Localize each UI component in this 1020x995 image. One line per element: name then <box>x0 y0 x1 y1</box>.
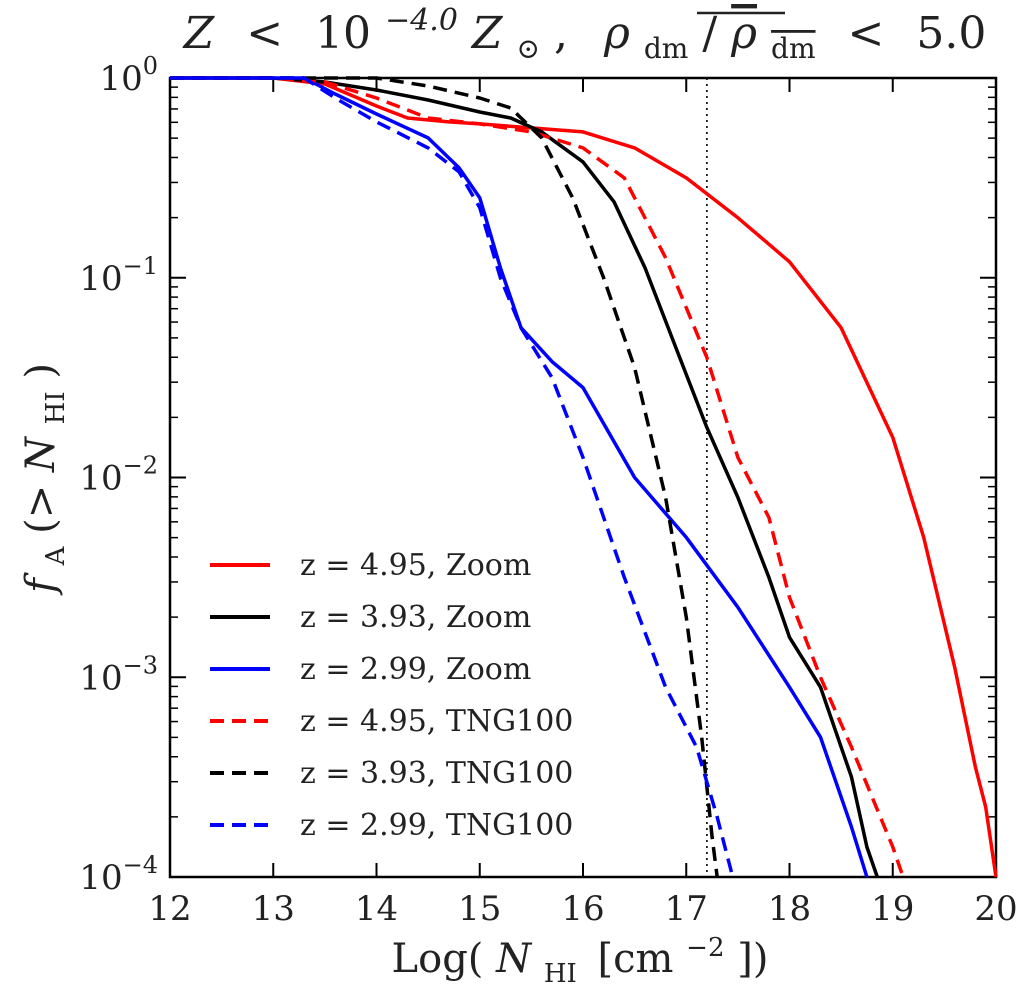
legend-label-5: z = 3.93, TNG100 <box>300 756 573 791</box>
title-dm-bar: dm <box>771 32 815 65</box>
series-lines <box>170 76 998 878</box>
ylabel-close: ) <box>18 363 64 379</box>
axis-tick-labels: 12 13 14 15 16 17 18 19 20 100 10−1 10−2 10−3 10−4 <box>79 52 1017 929</box>
ylabel-f: f <box>18 572 64 596</box>
x-tick-label-19: 19 <box>871 889 914 929</box>
legend-label-2: z = 3.93, Zoom <box>300 600 531 635</box>
y-tick-label: 10−3 <box>79 651 158 698</box>
x-tick-label-12: 12 <box>148 889 191 929</box>
xlabel-n: N <box>495 936 533 982</box>
xlabel-prefix: Log( <box>392 936 484 982</box>
title-value: 5.0 <box>916 8 986 59</box>
title-z: Z <box>470 8 504 59</box>
y-tick-label: 100 <box>99 52 158 99</box>
title-sun: ⊙ <box>517 32 540 65</box>
title-dm: dm <box>644 32 688 65</box>
x-tick-label-16: 16 <box>561 889 604 929</box>
title-slash: / <box>702 8 717 59</box>
chart-title: Z < 10 −4.0 Z ⊙ , ρ dm / ρ dm < 5.0 <box>182 0 987 69</box>
title-base: 10 <box>315 8 371 59</box>
legend-label-3: z = 2.99, Zoom <box>300 652 531 687</box>
plot-frame <box>168 76 998 879</box>
y-tick-label: 10−1 <box>79 252 158 299</box>
y-axis-label: f A (> N HI ) <box>18 363 74 596</box>
series-line-4 <box>170 76 905 878</box>
x-tick-label-18: 18 <box>768 889 811 929</box>
title-rho: ρ <box>603 8 630 59</box>
title-lt: < <box>246 8 283 59</box>
xlabel-suffix: ]) <box>737 936 768 982</box>
xlabel-exp: −2 <box>686 933 724 963</box>
x-tick-label-17: 17 <box>665 889 708 929</box>
legend-label-1: z = 4.95, Zoom <box>300 548 531 583</box>
series-line-5 <box>170 76 719 878</box>
axis-ticks <box>169 77 997 878</box>
title-lhs-var: Z <box>182 8 216 59</box>
title-lt2: < <box>848 8 885 59</box>
x-tick-label-20: 20 <box>974 889 1017 929</box>
series-line-6 <box>170 76 735 878</box>
title-exponent: −4.0 <box>385 3 458 38</box>
ylabel-gt: (> <box>18 472 64 534</box>
y-tick-label: 10−4 <box>79 851 158 898</box>
legend-label-4: z = 4.95, TNG100 <box>300 704 573 739</box>
x-axis-label: Log( N HI [cm −2 ]) <box>392 920 769 992</box>
ylabel-n: N <box>18 435 64 473</box>
xlabel-hi: HI <box>544 959 577 989</box>
x-tick-label-15: 15 <box>458 889 501 929</box>
x-tick-label-13: 13 <box>252 889 295 929</box>
legend: z = 4.95, Zoom z = 3.93, Zoom z = 2.99, Zo… <box>210 548 573 843</box>
y-tick-label: 10−2 <box>79 452 158 499</box>
title-sep: , <box>554 8 568 59</box>
x-tick-label-14: 14 <box>355 889 398 929</box>
xlabel-unit: [cm <box>598 936 674 982</box>
series-line-1 <box>170 76 998 878</box>
title-rho-bar: ρ <box>730 8 757 59</box>
ylabel-a: A <box>41 545 71 566</box>
legend-label-6: z = 2.99, TNG100 <box>300 808 573 843</box>
ylabel-hi: HI <box>41 391 71 424</box>
series-line-2 <box>170 76 879 878</box>
